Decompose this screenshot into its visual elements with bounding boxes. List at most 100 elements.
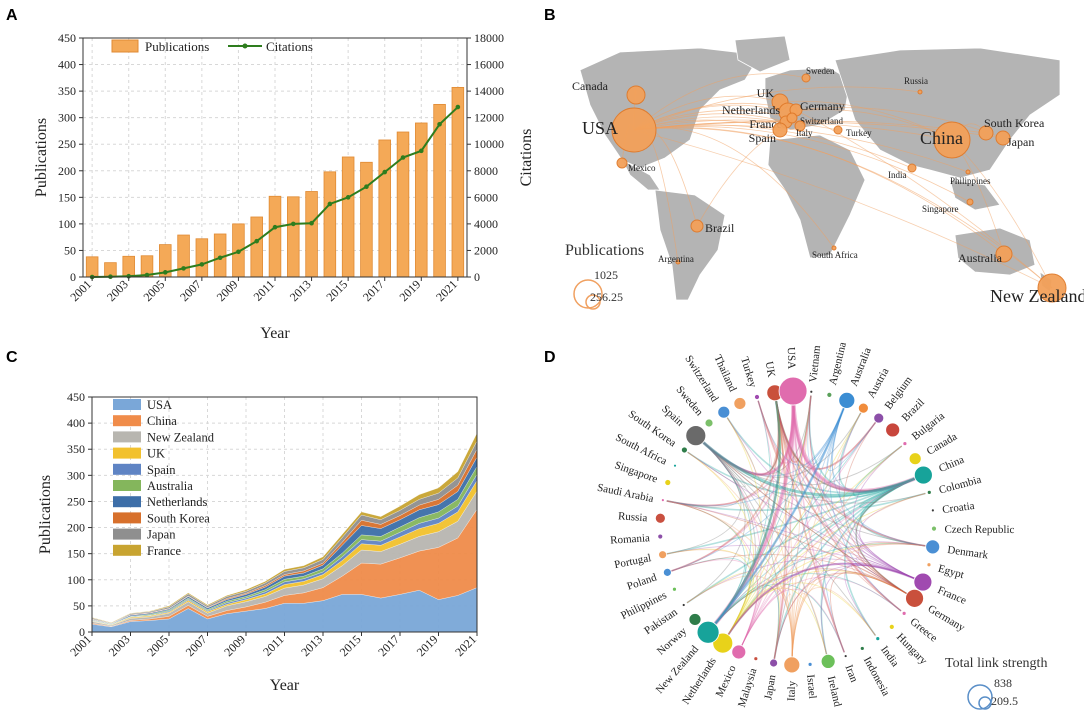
x-tick-label: 2003 (104, 277, 131, 304)
bar-publications (451, 86, 465, 278)
country-node-brazil (690, 219, 704, 233)
collab-link (696, 129, 781, 227)
chord-link (724, 415, 762, 641)
chord-link (740, 543, 929, 649)
y2-tick-label: 10000 (474, 137, 504, 151)
chord-link (773, 396, 787, 660)
network-node-india (875, 636, 881, 642)
chord-link (791, 587, 876, 661)
legend-label: Japan (147, 528, 176, 542)
point-citations (162, 270, 168, 275)
legend-swatch (113, 415, 141, 427)
network-node-mexico (731, 644, 747, 660)
chord-link (698, 396, 781, 476)
chord-link (858, 541, 929, 597)
x-tick-label: 2019 (397, 277, 424, 304)
y-tick-label: 50 (64, 243, 76, 257)
country-node-turkey (833, 125, 843, 135)
landmass-south-america (654, 189, 726, 301)
chord-link (687, 438, 746, 488)
chord-link (809, 395, 920, 581)
node-label: Japan (762, 673, 778, 700)
node-label: Malaysia (736, 667, 760, 709)
bar-publications (360, 161, 373, 278)
chord-link (710, 395, 812, 630)
point-citations (382, 169, 388, 175)
node-label: Vietnam (807, 344, 823, 383)
chord-link (757, 400, 912, 597)
legend-label: USA (147, 398, 172, 412)
chord-link (791, 593, 828, 661)
country-label: New Zealand (990, 286, 1084, 306)
collab-link (787, 109, 953, 141)
chord-link (710, 421, 877, 630)
legend-swatch-publications (111, 39, 139, 53)
x-axis-label: Year (270, 677, 300, 694)
chord-link (724, 475, 920, 641)
network-node-croatia (930, 508, 935, 513)
chord-link (666, 500, 912, 597)
point-citations (199, 262, 205, 267)
chord-link (671, 554, 912, 597)
bar-publications (287, 196, 300, 278)
chord-link (666, 475, 920, 555)
network-node-sweden (704, 418, 714, 428)
network-node-ireland (820, 654, 836, 669)
country-node-italy (794, 120, 806, 132)
legend-swatch (113, 496, 141, 508)
bar-publications (341, 156, 355, 278)
collab-link (795, 107, 1004, 139)
chord-link (698, 438, 828, 658)
chord-link (740, 400, 775, 649)
node-label: Croatia (942, 500, 976, 516)
y2-tick-label: 12000 (474, 111, 504, 125)
bar-publications (177, 234, 190, 278)
legend-swatch (113, 480, 141, 491)
chord-link (740, 590, 782, 660)
chord-link (698, 438, 876, 636)
chord-link (666, 500, 759, 649)
chord-link (666, 500, 746, 630)
x-tick-label: 2007 (177, 277, 204, 304)
chord-link (710, 403, 846, 630)
chord-link (740, 421, 877, 649)
collab-link (633, 119, 839, 131)
panel-a-chart: 0 50 100 150 200 250 300 350 400 450 0 2000 4000 6000… (33, 31, 535, 342)
country-label: Sweden (806, 66, 835, 76)
network-node-indonesia (859, 646, 865, 651)
y-tick-label: 450 (67, 390, 85, 404)
network-node-philippines (672, 586, 677, 592)
point-citations (345, 195, 351, 200)
country-node-philippines (965, 169, 971, 175)
chord-link (710, 400, 771, 630)
y2-tick-label: 6000 (474, 190, 498, 204)
node-label: Australia (848, 346, 874, 388)
y-tick-label: 100 (58, 217, 76, 231)
network-node-colombia (926, 489, 932, 495)
network-node-usa (778, 376, 808, 406)
country-node-mexico (616, 157, 628, 169)
x-tick-label: 2017 (375, 632, 402, 659)
chord-link (774, 395, 812, 463)
country-label: South Africa (812, 250, 858, 260)
country-node-south-africa (831, 245, 837, 251)
country-label: Germany (800, 99, 845, 113)
country-label: China (920, 128, 963, 148)
x-tick-label: 2005 (144, 632, 171, 659)
node-label: Italy (785, 680, 798, 701)
chord-link (724, 582, 876, 641)
point-citations (437, 122, 442, 127)
y2-tick-label: 16000 (474, 58, 504, 72)
country-node-russia (917, 89, 923, 95)
chord-link (791, 543, 929, 661)
chord-link (710, 476, 920, 630)
chord-link (725, 415, 920, 581)
chord-link (686, 575, 793, 661)
chord-link (775, 396, 794, 661)
node-label: UK (763, 361, 777, 379)
network-node-poland (662, 567, 672, 577)
chord-link (844, 475, 920, 636)
node-label: Austria (865, 366, 891, 400)
network-node-denmark (925, 539, 941, 555)
